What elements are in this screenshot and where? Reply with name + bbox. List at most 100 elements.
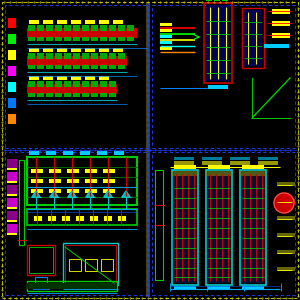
Bar — [76, 216, 84, 221]
Bar — [127, 25, 134, 31]
Bar — [82, 81, 89, 87]
Bar — [82, 93, 89, 97]
Bar — [206, 0, 212, 1]
Bar — [103, 169, 115, 173]
Bar — [64, 25, 71, 31]
Bar — [160, 29, 172, 32]
Bar — [37, 81, 44, 87]
Bar — [103, 179, 115, 183]
Bar — [57, 76, 67, 80]
Bar — [91, 81, 98, 87]
Bar — [28, 53, 35, 59]
Bar — [29, 48, 39, 52]
Bar — [272, 9, 290, 14]
Bar — [37, 65, 44, 69]
Bar — [208, 172, 230, 283]
Bar — [240, 171, 266, 176]
Bar — [43, 20, 53, 24]
Bar — [7, 172, 17, 183]
Bar — [172, 170, 198, 285]
Bar — [230, 157, 250, 160]
Bar — [46, 65, 53, 69]
Bar — [43, 48, 53, 52]
Polygon shape — [104, 191, 112, 197]
Bar — [46, 81, 53, 87]
Bar — [43, 76, 53, 80]
Bar — [202, 161, 222, 165]
Bar — [46, 25, 53, 31]
Bar — [91, 93, 98, 97]
Bar — [240, 170, 266, 285]
Bar — [46, 93, 53, 97]
Bar — [7, 185, 17, 196]
Bar — [91, 37, 98, 41]
Bar — [118, 53, 125, 59]
Bar — [160, 23, 172, 26]
Bar — [85, 169, 97, 173]
Bar — [222, 0, 228, 1]
Bar — [5, 5, 147, 148]
Bar — [64, 53, 71, 59]
Bar — [242, 172, 264, 283]
Bar — [64, 65, 71, 69]
Bar — [100, 65, 107, 69]
Bar — [85, 76, 95, 80]
Bar — [55, 93, 62, 97]
Bar — [85, 48, 95, 52]
Bar — [160, 35, 172, 38]
Bar — [118, 37, 125, 41]
Bar — [63, 243, 118, 285]
Bar — [272, 21, 290, 26]
Polygon shape — [86, 191, 94, 197]
Bar — [37, 25, 44, 31]
Bar — [7, 211, 17, 222]
Bar — [29, 247, 53, 273]
Bar — [7, 224, 17, 235]
Bar — [242, 8, 264, 68]
Bar — [71, 20, 81, 24]
Bar — [100, 81, 107, 87]
Bar — [37, 53, 44, 59]
Bar — [109, 25, 116, 31]
Bar — [155, 170, 163, 280]
Bar — [152, 5, 295, 148]
Bar — [103, 189, 115, 193]
Bar — [258, 161, 278, 165]
Bar — [69, 259, 81, 271]
Bar — [8, 82, 16, 92]
Bar — [118, 25, 125, 31]
Bar — [114, 151, 124, 155]
Bar — [7, 194, 17, 196]
Bar — [7, 198, 17, 209]
Bar — [85, 189, 97, 193]
Bar — [206, 170, 232, 285]
Bar — [31, 189, 43, 193]
Bar — [29, 20, 39, 24]
Bar — [244, 10, 262, 66]
Bar — [264, 44, 289, 48]
Bar — [71, 76, 81, 80]
Bar — [242, 286, 264, 290]
Bar — [46, 37, 53, 41]
Bar — [277, 216, 295, 220]
Bar — [27, 209, 137, 225]
Bar — [73, 65, 80, 69]
Bar — [5, 152, 147, 295]
Bar — [109, 81, 116, 87]
Bar — [258, 157, 278, 160]
Bar — [277, 267, 295, 271]
Bar — [33, 283, 49, 289]
Bar — [277, 182, 295, 186]
Bar — [230, 161, 250, 165]
Bar — [242, 165, 264, 169]
Polygon shape — [68, 191, 76, 197]
Bar — [90, 216, 98, 221]
Bar — [27, 28, 137, 38]
Bar — [97, 151, 107, 155]
Bar — [204, 3, 232, 83]
Bar — [8, 114, 16, 124]
Bar — [113, 48, 123, 52]
Bar — [101, 259, 113, 271]
Bar — [67, 169, 79, 173]
Bar — [27, 283, 117, 289]
